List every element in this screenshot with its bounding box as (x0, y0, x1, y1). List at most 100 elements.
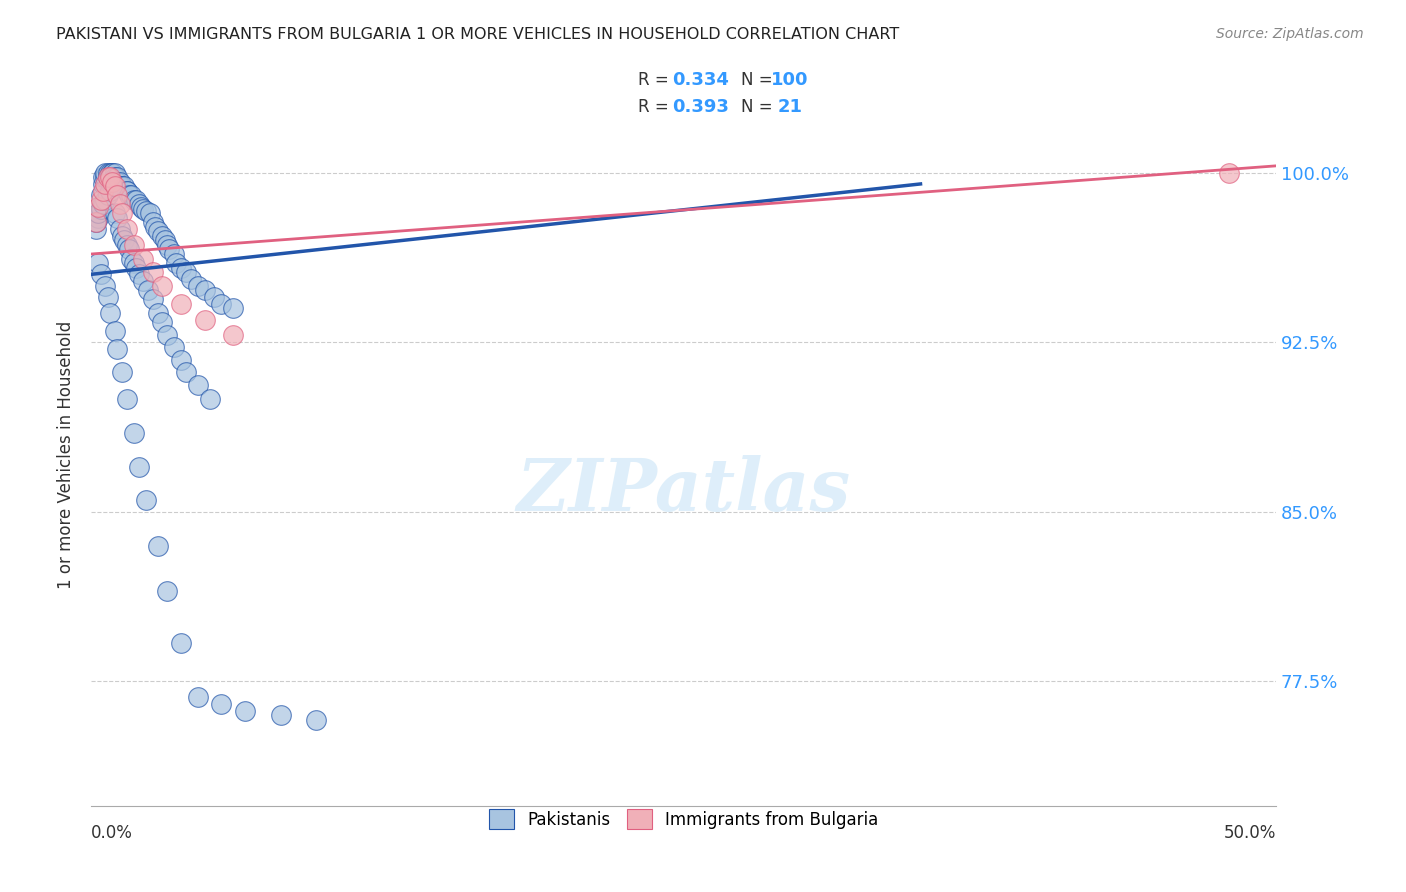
Point (108, 175, 131, 189)
Text: 0.393: 0.393 (672, 97, 728, 115)
Point (139, 206, 162, 220)
Point (84, 215, 107, 229)
Point (90, 268, 112, 282)
Point (170, 636, 193, 650)
Point (97, 170, 120, 185)
Point (136, 283, 159, 297)
Point (187, 278, 209, 293)
Point (111, 365, 134, 379)
Text: PAKISTANI VS IMMIGRANTS FROM BULGARIA 1 OR MORE VEHICLES IN HOUSEHOLD CORRELATIO: PAKISTANI VS IMMIGRANTS FROM BULGARIA 1 … (56, 27, 900, 42)
Point (305, 713, 328, 727)
Point (122, 425, 145, 440)
Point (170, 297, 193, 311)
Point (174, 365, 197, 379)
Point (108, 197, 131, 211)
Point (142, 265, 165, 279)
Point (125, 260, 148, 275)
Point (156, 583, 179, 598)
Point (98, 170, 121, 185)
Point (104, 179, 127, 194)
Point (222, 301, 245, 316)
Point (94, 170, 117, 185)
Point (97, 166, 120, 180)
Point (202, 290, 225, 304)
Point (91, 177, 114, 191)
Point (156, 238, 179, 252)
Point (105, 188, 128, 202)
Point (101, 175, 124, 189)
Point (94, 193, 117, 207)
Point (118, 188, 141, 202)
Point (194, 283, 217, 297)
Point (146, 539, 169, 553)
Point (163, 247, 186, 261)
Point (94, 177, 117, 191)
Point (97, 188, 120, 202)
Point (142, 215, 165, 229)
Point (135, 204, 157, 219)
Point (120, 252, 142, 266)
Point (90, 188, 112, 202)
Point (166, 256, 188, 270)
Text: Source: ZipAtlas.com: Source: ZipAtlas.com (1216, 27, 1364, 41)
Point (101, 166, 124, 180)
Point (157, 243, 180, 257)
Point (112, 179, 135, 194)
Point (153, 234, 176, 248)
Point (146, 306, 169, 320)
Point (115, 222, 138, 236)
Point (111, 206, 134, 220)
Point (105, 211, 128, 225)
Point (198, 392, 221, 406)
Point (174, 265, 197, 279)
Text: 0.334: 0.334 (672, 70, 728, 88)
Point (129, 200, 152, 214)
Point (115, 392, 138, 406)
Text: ZIPatlas: ZIPatlas (516, 455, 851, 525)
Point (87, 200, 110, 214)
Point (91, 197, 114, 211)
Point (108, 222, 131, 236)
Point (104, 324, 127, 338)
Point (132, 274, 155, 288)
Text: N =: N = (741, 97, 778, 115)
Point (122, 256, 145, 270)
Point (143, 219, 166, 234)
Point (1218, 166, 1240, 180)
Point (105, 175, 128, 189)
Point (101, 179, 124, 194)
Text: 100: 100 (770, 70, 808, 88)
Point (98, 306, 121, 320)
Text: 50.0%: 50.0% (1223, 823, 1277, 842)
Point (115, 184, 138, 198)
Point (211, 697, 233, 711)
Point (91, 184, 114, 198)
Point (104, 170, 127, 185)
Point (87, 256, 110, 270)
Point (87, 206, 110, 220)
Point (150, 315, 173, 329)
Point (135, 493, 157, 508)
Point (115, 238, 138, 252)
Y-axis label: 1 or more Vehicles in Household: 1 or more Vehicles in Household (58, 321, 75, 590)
Point (170, 260, 193, 275)
Point (142, 292, 165, 306)
Point (90, 193, 112, 207)
Point (187, 378, 209, 392)
Point (87, 200, 110, 214)
Point (194, 312, 217, 326)
Point (120, 188, 142, 202)
Point (104, 206, 127, 220)
Point (105, 170, 128, 185)
Point (111, 228, 134, 243)
Point (170, 353, 193, 368)
Point (91, 170, 114, 185)
Point (87, 211, 110, 225)
Point (150, 228, 173, 243)
Point (108, 179, 131, 194)
Point (156, 328, 179, 343)
Point (128, 197, 150, 211)
Point (94, 166, 117, 180)
Point (111, 179, 134, 194)
Point (97, 170, 120, 185)
